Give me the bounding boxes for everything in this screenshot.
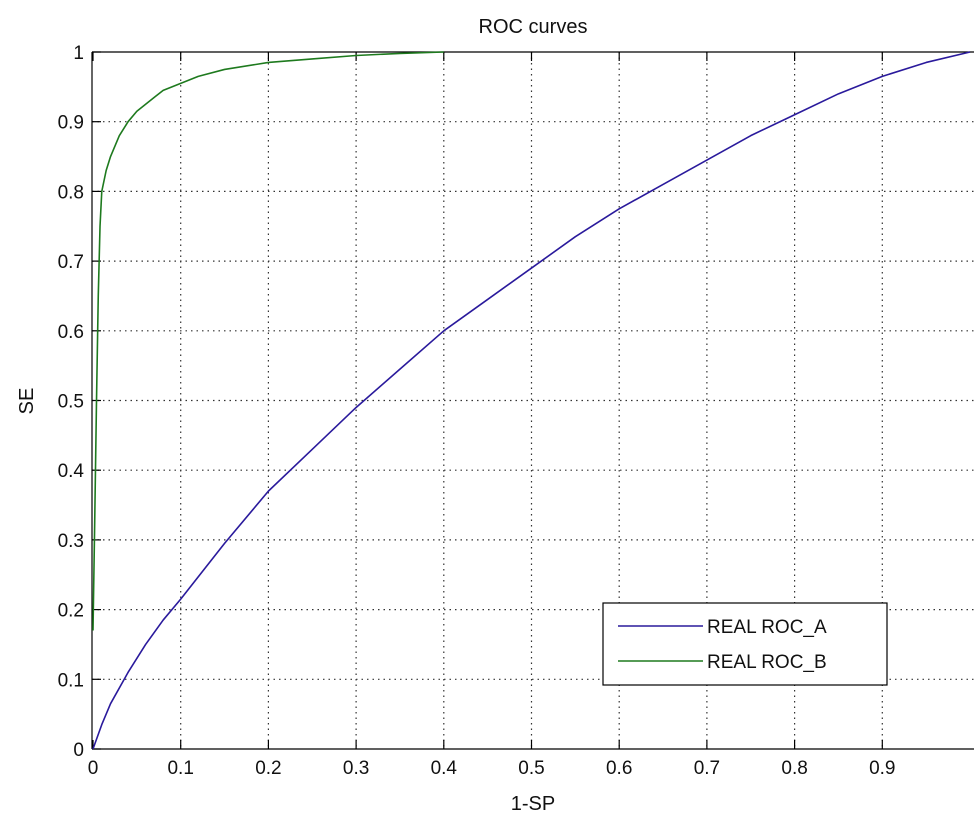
y-tick-label: 0: [73, 740, 84, 761]
axes: [91, 51, 974, 750]
series-line-roc-b: [92, 51, 444, 631]
x-axis-title: 1-SP: [511, 793, 555, 814]
x-tick-label: 0.6: [606, 758, 632, 779]
y-tick-label: 0.2: [58, 601, 84, 622]
y-tick-label: 0.4: [58, 461, 85, 482]
y-axis-title: SE: [16, 388, 38, 415]
y-tick-label: 0.6: [58, 322, 84, 343]
x-tick-label: 0.1: [167, 758, 193, 779]
x-tick-label: 0.5: [518, 758, 544, 779]
legend-label: REAL ROC_B: [707, 652, 827, 673]
y-tick-label: 0.9: [58, 113, 84, 134]
x-tick-label: 0.9: [869, 758, 895, 779]
x-tick-label: 0.2: [255, 758, 281, 779]
y-tick-label: 0.5: [58, 392, 84, 413]
y-tick-label: 1: [73, 43, 84, 64]
tick-labels: 0 0.1 0.2 0.3 0.4 0.5 0.6 0.7 0.8 0.9 0 0.1 0.2 0.3 0.…: [58, 43, 896, 779]
x-tick-label: 0.3: [343, 758, 369, 779]
x-tick-label: 0: [88, 758, 99, 779]
legend-box: [602, 602, 888, 686]
series-layer: [92, 51, 971, 750]
x-tick-label: 0.7: [694, 758, 720, 779]
y-tick-label: 0.7: [58, 252, 84, 273]
y-tick-label: 0.3: [58, 531, 84, 552]
x-tick-label: 0.4: [431, 758, 458, 779]
legend-label: REAL ROC_A: [707, 617, 827, 638]
grid-lines: [92, 52, 974, 749]
y-tick-label: 0.8: [58, 182, 84, 203]
series-line-roc-a: [92, 51, 971, 750]
y-tick-label: 0.1: [58, 670, 84, 691]
legend: REAL ROC_A REAL ROC_B: [602, 602, 888, 686]
chart-title: ROC curves: [479, 16, 588, 38]
x-tick-label: 0.8: [781, 758, 807, 779]
